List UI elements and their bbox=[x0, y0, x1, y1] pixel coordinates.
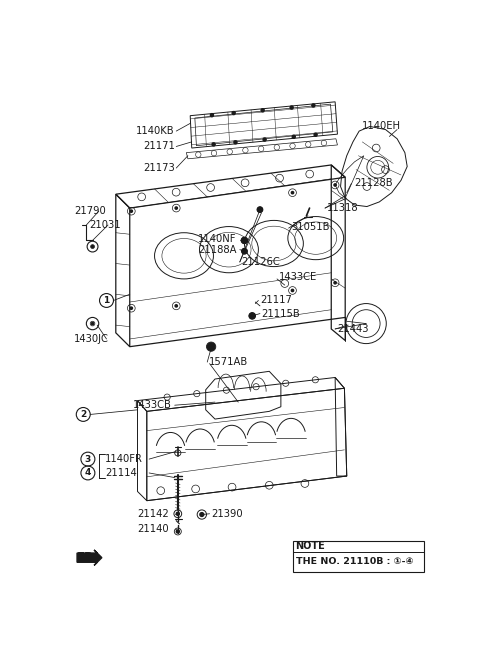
Circle shape bbox=[241, 237, 248, 243]
Text: 4: 4 bbox=[84, 468, 91, 478]
Text: 21117: 21117 bbox=[260, 295, 292, 306]
Text: 21128B: 21128B bbox=[355, 178, 393, 188]
Text: 1433CE: 1433CE bbox=[278, 272, 317, 282]
Circle shape bbox=[175, 305, 178, 307]
Circle shape bbox=[207, 343, 215, 350]
Circle shape bbox=[314, 133, 317, 136]
Text: 11318: 11318 bbox=[326, 203, 358, 213]
Text: 21443: 21443 bbox=[337, 324, 369, 334]
Text: 1430JC: 1430JC bbox=[74, 334, 109, 344]
Circle shape bbox=[91, 245, 94, 248]
Circle shape bbox=[249, 313, 255, 319]
Text: 21188A: 21188A bbox=[198, 245, 237, 255]
Circle shape bbox=[212, 143, 215, 146]
Circle shape bbox=[261, 109, 264, 112]
Text: 1: 1 bbox=[103, 296, 109, 305]
Circle shape bbox=[263, 138, 266, 141]
Text: 21126C: 21126C bbox=[241, 257, 280, 267]
Text: NOTE: NOTE bbox=[296, 541, 325, 551]
Text: 21031: 21031 bbox=[89, 220, 121, 230]
Circle shape bbox=[334, 184, 336, 186]
Text: 21115B: 21115B bbox=[262, 308, 300, 319]
Circle shape bbox=[291, 289, 294, 292]
Text: 21390: 21390 bbox=[211, 509, 243, 519]
Circle shape bbox=[210, 113, 214, 117]
Text: 21114: 21114 bbox=[105, 468, 137, 478]
FancyBboxPatch shape bbox=[292, 541, 424, 571]
Circle shape bbox=[291, 192, 294, 194]
Text: 3: 3 bbox=[85, 455, 91, 464]
Text: 2: 2 bbox=[80, 410, 86, 419]
Polygon shape bbox=[77, 550, 102, 565]
Text: FR.: FR. bbox=[77, 551, 99, 564]
Circle shape bbox=[334, 281, 336, 284]
Text: 21790: 21790 bbox=[74, 206, 106, 216]
Text: 1433CB: 1433CB bbox=[133, 400, 172, 410]
Circle shape bbox=[234, 141, 237, 144]
Circle shape bbox=[292, 135, 295, 138]
Text: 21142: 21142 bbox=[137, 509, 169, 519]
Text: THE NO. 21110B : ①-④: THE NO. 21110B : ①-④ bbox=[296, 557, 413, 566]
Text: 21140: 21140 bbox=[137, 524, 169, 534]
Circle shape bbox=[242, 249, 247, 254]
Circle shape bbox=[232, 112, 235, 115]
Text: 1140FR: 1140FR bbox=[105, 454, 143, 464]
Circle shape bbox=[176, 530, 180, 533]
Text: 1571AB: 1571AB bbox=[209, 357, 248, 367]
Text: 21173: 21173 bbox=[143, 163, 175, 173]
Circle shape bbox=[130, 210, 132, 213]
Circle shape bbox=[200, 512, 204, 516]
Text: 1140KB: 1140KB bbox=[136, 126, 175, 136]
Circle shape bbox=[210, 345, 213, 348]
Text: 1140EH: 1140EH bbox=[362, 121, 401, 131]
Circle shape bbox=[290, 106, 293, 109]
Circle shape bbox=[257, 207, 263, 213]
Circle shape bbox=[176, 512, 180, 516]
Circle shape bbox=[312, 104, 315, 107]
Text: 21171: 21171 bbox=[143, 142, 175, 152]
Text: 1140NF: 1140NF bbox=[198, 234, 237, 244]
Circle shape bbox=[91, 323, 94, 325]
Text: 31051B: 31051B bbox=[291, 222, 329, 232]
Circle shape bbox=[175, 207, 178, 209]
Circle shape bbox=[130, 307, 132, 310]
